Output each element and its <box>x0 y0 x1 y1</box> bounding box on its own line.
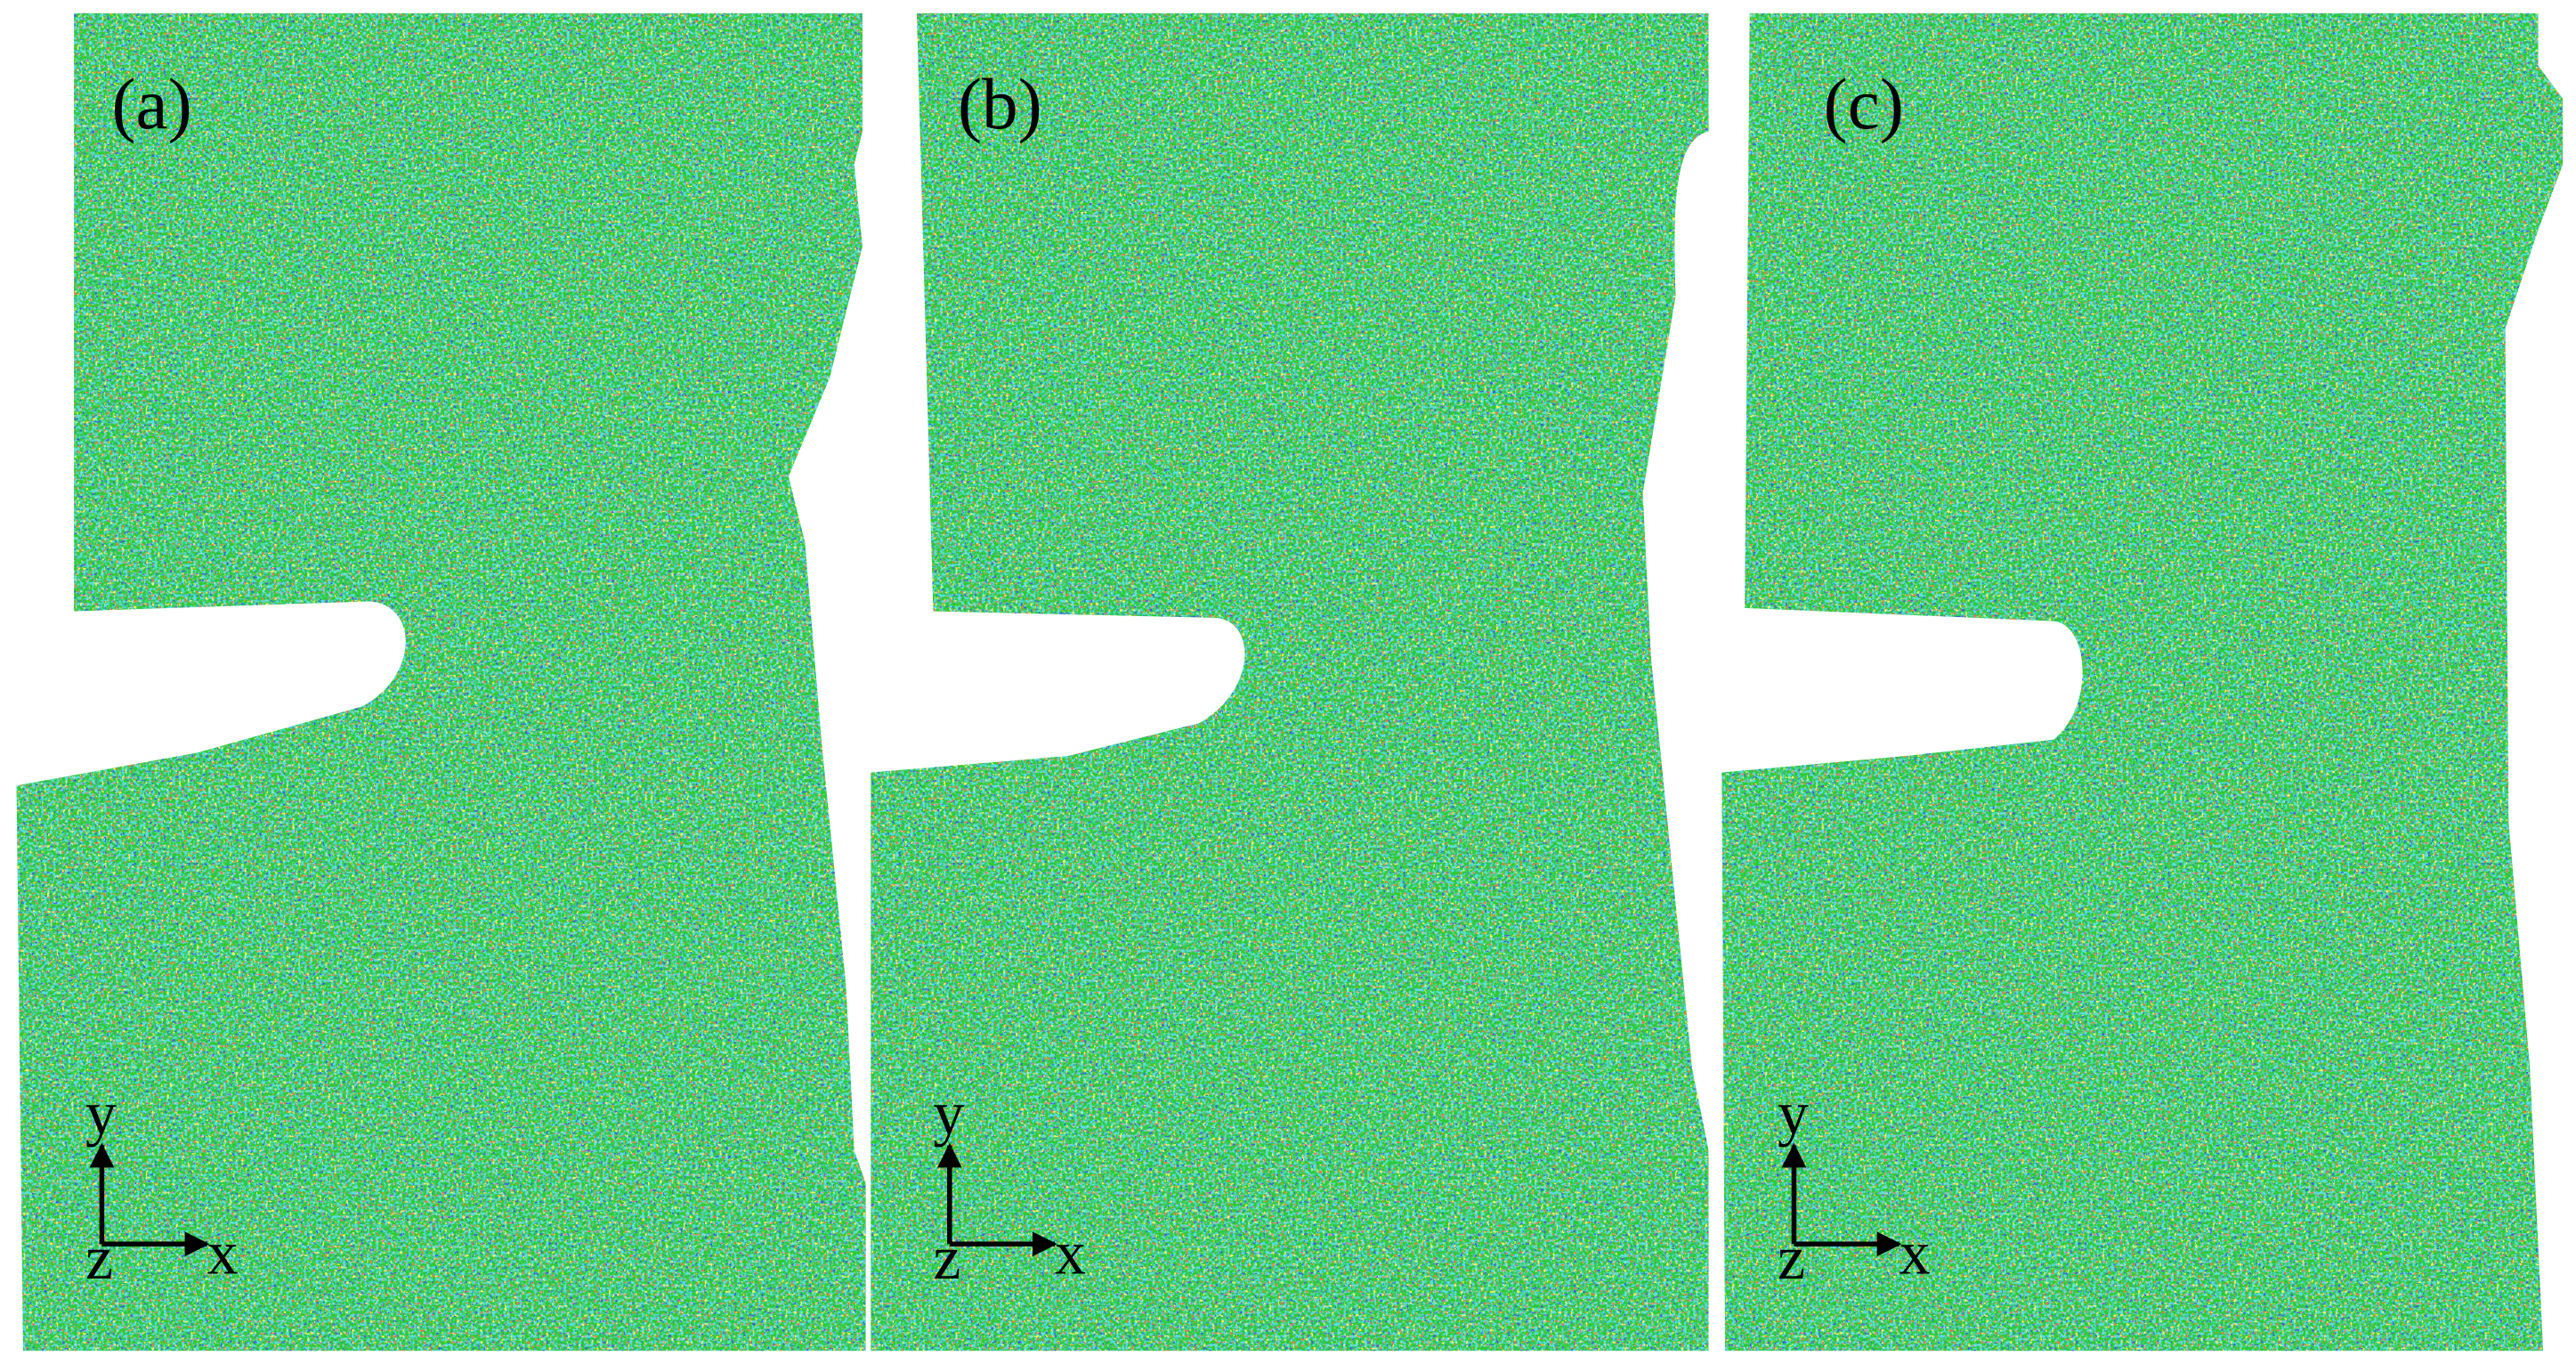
axis-label-z: z <box>933 1224 960 1293</box>
panel-label: (c) <box>1824 64 1904 144</box>
axis-label-x: x <box>1055 1219 1086 1287</box>
axis-label-y: y <box>1778 1080 1809 1149</box>
axis-label-y: y <box>933 1080 964 1149</box>
panel-label: (b) <box>958 64 1042 144</box>
annotations: (a) y x z (b) y x z (c) y x z <box>85 64 1931 1293</box>
axis-label-y: y <box>85 1080 117 1149</box>
specimen-b <box>871 12 1709 1352</box>
axis-label-z: z <box>1778 1224 1805 1293</box>
specimen-a <box>16 12 866 1352</box>
axis-label-x: x <box>1900 1219 1931 1287</box>
axis-label-x: x <box>207 1219 239 1287</box>
specimen-c <box>1721 12 2564 1352</box>
panel-label: (a) <box>112 64 192 144</box>
axis-label-z: z <box>85 1224 113 1293</box>
